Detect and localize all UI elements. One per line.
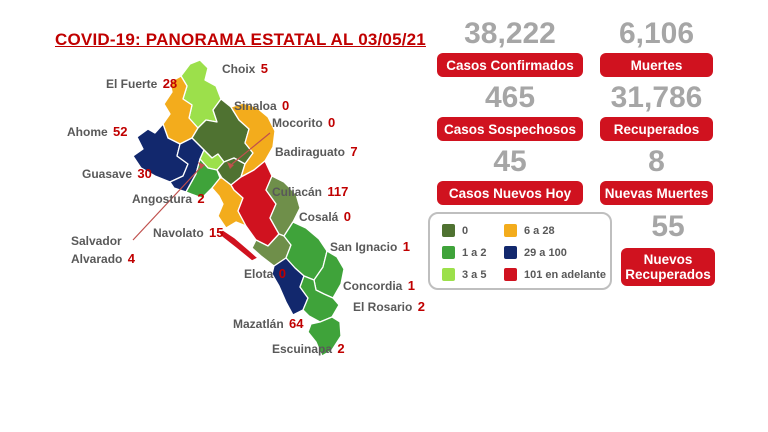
- municipality-cases: 0: [278, 266, 286, 281]
- municipality-name: Guasave: [82, 167, 133, 181]
- municipality-cases: 0: [328, 115, 336, 130]
- municipality-name: Concordia: [343, 279, 403, 293]
- municipality-guasave: [169, 137, 205, 193]
- municipality-name: Mocorito: [272, 116, 323, 130]
- legend-label: 29 a 100: [524, 246, 567, 259]
- legend-item-6-a-28: 6 a 28: [504, 224, 555, 237]
- legend-swatch: [442, 246, 455, 259]
- callout-arrowhead-1: [227, 162, 234, 169]
- new-recovered-value: 55: [651, 210, 685, 243]
- municipality-name: Angostura: [132, 192, 192, 206]
- map-label-elota: Elota 0: [244, 266, 286, 282]
- confirmed-cases-badge: Casos Confirmados: [437, 53, 583, 77]
- map-label-navolato: Navolato 15: [153, 225, 224, 241]
- municipality-cases: 52: [113, 124, 128, 139]
- map-label-el-fuerte: El Fuerte 28: [106, 76, 178, 92]
- map-label-culiacan: Culiacán 117: [272, 184, 349, 200]
- callout-arrowhead-0: [198, 162, 205, 169]
- municipality-cases: 64: [289, 316, 304, 331]
- callout-line-1: [231, 132, 271, 165]
- legend-label: 3 a 5: [462, 268, 487, 281]
- map-label-concordia: Concordia 1: [343, 278, 415, 294]
- municipality-cases: 2: [197, 191, 205, 206]
- legend-label: 1 a 2: [462, 246, 487, 259]
- suspected-cases-badge: Casos Sospechosos: [437, 117, 583, 141]
- municipality-cases: 0: [343, 209, 351, 224]
- legend-swatch: [442, 224, 455, 237]
- map-label-angostura: Angostura 2: [132, 191, 205, 207]
- map-label-badiraguato: Badiraguato 7: [275, 144, 358, 160]
- map-legend: 0 1 a 2 3 a 5 6 a 28 29 a 100 101 en adelante: [428, 212, 612, 290]
- recovered-badge: Recuperados: [600, 117, 713, 141]
- legend-item-1-a-2: 1 a 2: [442, 246, 486, 259]
- recovered-value: 31,786: [610, 81, 703, 114]
- new-deaths-badge: Nuevas Muertes: [600, 181, 713, 205]
- legend-item-0: 0: [442, 224, 468, 237]
- municipality-name: El Rosario: [353, 300, 413, 314]
- deaths-value: 6,106: [618, 17, 695, 50]
- map-label-ahome: Ahome 52: [67, 124, 128, 140]
- legend-swatch: [504, 224, 517, 237]
- municipality-cases: 7: [350, 144, 358, 159]
- municipality-cases: 4: [127, 251, 135, 266]
- map-label-salvador-alvarado: Salvador Alvarado 4: [71, 233, 141, 268]
- municipality-cases: 30: [137, 166, 152, 181]
- municipality-name: Elota: [244, 267, 274, 281]
- municipality-name: Choix: [222, 62, 256, 76]
- map-label-el-rosario: El Rosario 2: [353, 299, 425, 315]
- municipality-name: San Ignacio: [330, 240, 398, 254]
- legend-label: 6 a 28: [524, 224, 555, 237]
- legend-label: 0: [462, 224, 469, 237]
- municipality-name: Escuinapa: [272, 342, 333, 356]
- new-deaths-value: 8: [648, 145, 665, 178]
- municipality-name: Mazatlán: [233, 317, 284, 331]
- new-cases-today-badge: Casos Nuevos Hoy: [437, 181, 583, 205]
- sinaloa-choropleth-map: [132, 59, 345, 357]
- municipality-cases: 5: [260, 61, 268, 76]
- suspected-cases-value: 465: [484, 81, 536, 114]
- municipality-cases: 2: [337, 341, 345, 356]
- municipality-cases: 28: [162, 76, 178, 91]
- municipality-name: Navolato: [153, 226, 204, 240]
- municipality-name: Cosalá: [299, 210, 339, 224]
- map-label-choix: Choix 5: [222, 61, 268, 77]
- deaths-badge: Muertes: [600, 53, 713, 77]
- municipality-escuinapa: [307, 316, 342, 357]
- municipality-cases: 1: [407, 278, 415, 293]
- map-label-guasave: Guasave 30: [82, 166, 152, 182]
- new-cases-today-value: 45: [493, 145, 527, 178]
- map-label-mocorito: Mocorito 0: [272, 115, 336, 131]
- map-label-escuinapa: Escuinapa 2: [272, 341, 345, 357]
- legend-item-101-en-adelante: 101 en adelante: [504, 268, 606, 281]
- legend-swatch: [504, 246, 517, 259]
- municipality-name: Sinaloa: [234, 99, 277, 113]
- municipality-cases: 0: [282, 98, 290, 113]
- municipality-cases: 117: [327, 184, 349, 199]
- municipality-cases: 1: [402, 239, 410, 254]
- confirmed-cases-value: 38,222: [464, 17, 556, 50]
- municipality-name: Culiacán: [272, 185, 323, 199]
- legend-item-3-a-5: 3 a 5: [442, 268, 486, 281]
- municipality-name: Badiraguato: [275, 145, 346, 159]
- municipality-name: Ahome: [67, 125, 108, 139]
- map-label-mazatlan: Mazatlán 64: [233, 316, 304, 332]
- new-recovered-badge: Nuevos Recuperados: [621, 248, 715, 286]
- map-label-san-ignacio: San Ignacio 1: [330, 239, 410, 255]
- map-label-sinaloa: Sinaloa 0: [234, 98, 290, 114]
- legend-label: 101 en adelante: [524, 268, 606, 281]
- legend-swatch: [442, 268, 455, 281]
- municipality-cases: 15: [209, 225, 224, 240]
- municipality-cases: 2: [417, 299, 425, 314]
- legend-swatch: [504, 268, 517, 281]
- page-title: COVID-19: PANORAMA ESTATAL AL 03/05/21: [55, 30, 426, 49]
- legend-item-29-a-100: 29 a 100: [504, 246, 567, 259]
- map-label-cosala: Cosalá 0: [299, 209, 351, 225]
- callout-line-0: [132, 165, 203, 241]
- municipality-name: El Fuerte: [106, 77, 158, 91]
- municipality-name: Salvador Alvarado: [71, 234, 123, 266]
